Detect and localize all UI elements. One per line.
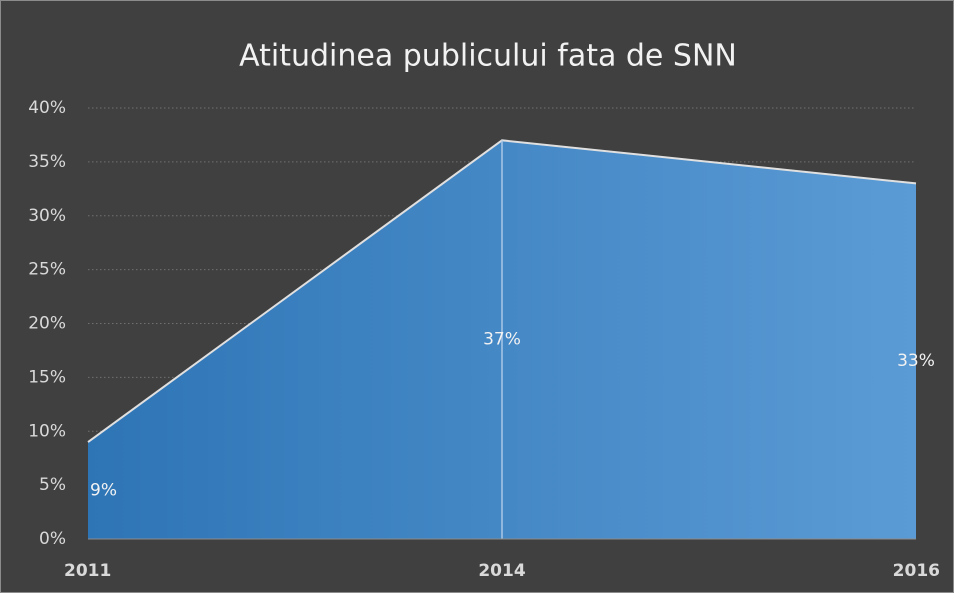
chart-title: Atitudinea publicului fata de SNN (239, 39, 737, 74)
y-tick-label: 10% (28, 421, 66, 441)
data-label: 33% (897, 351, 935, 371)
x-tick-label: 2011 (64, 561, 111, 581)
x-tick-label: 2016 (893, 561, 940, 581)
y-tick-label: 5% (39, 475, 66, 495)
y-tick-label: 30% (28, 206, 66, 226)
x-tick-label: 2014 (478, 561, 525, 581)
y-tick-label: 25% (28, 260, 66, 280)
y-tick-label: 15% (28, 367, 66, 387)
y-tick-label: 20% (28, 314, 66, 334)
y-tick-label: 0% (39, 529, 66, 549)
y-tick-label: 35% (28, 152, 66, 172)
data-label: 9% (90, 481, 117, 501)
y-tick-label: 40% (28, 98, 66, 118)
data-label: 37% (483, 330, 521, 350)
